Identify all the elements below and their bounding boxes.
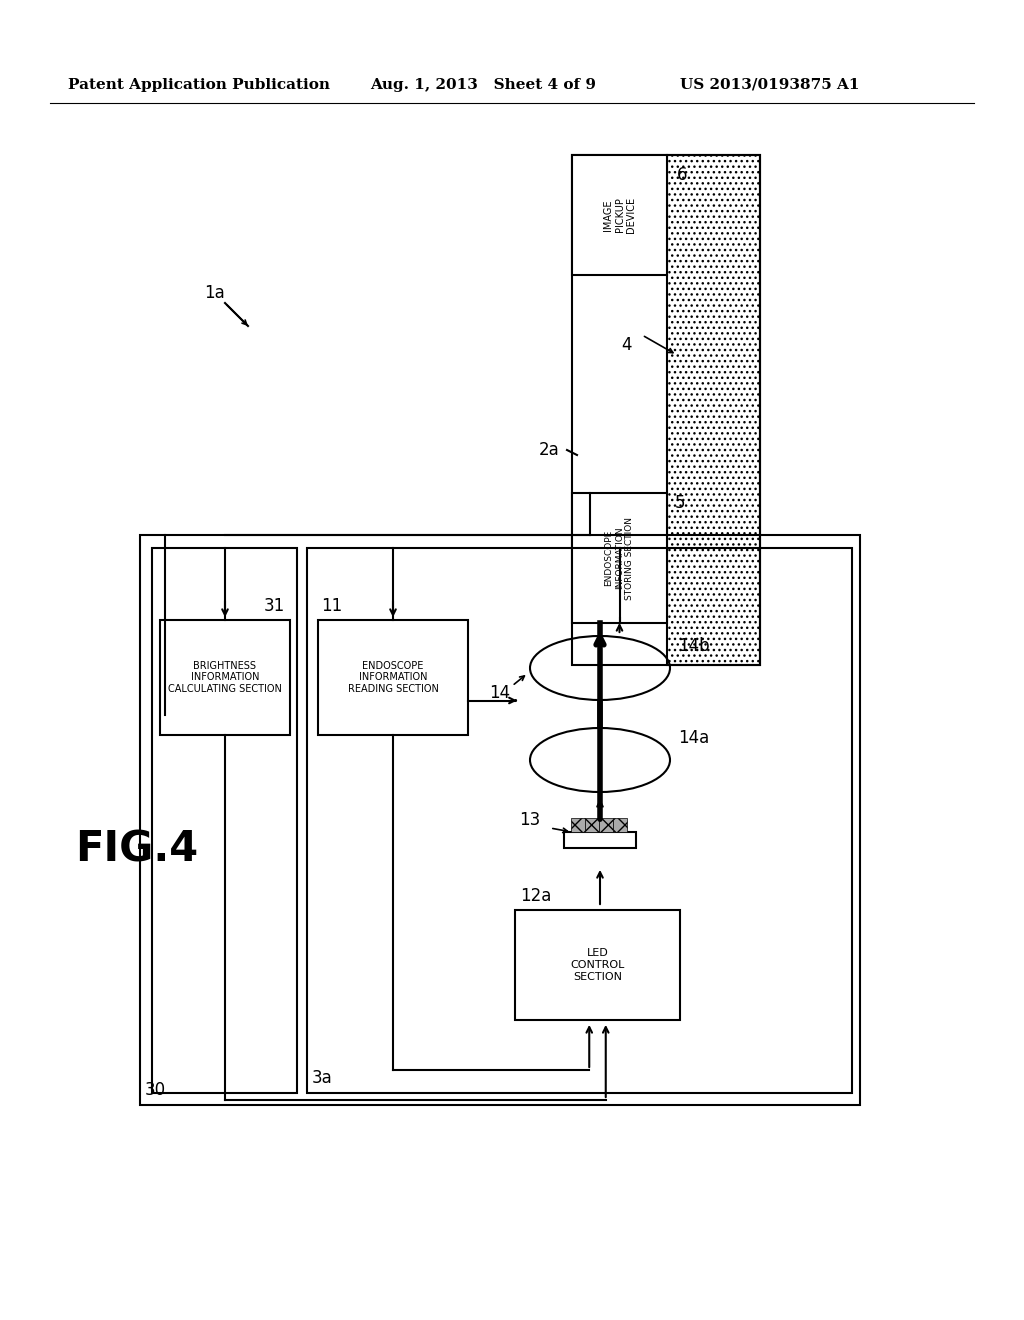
Bar <box>572 154 667 665</box>
Bar <box>307 548 852 1093</box>
Text: 12a: 12a <box>520 887 551 906</box>
Text: BRIGHTNESS
INFORMATION
CALCULATING SECTION: BRIGHTNESS INFORMATION CALCULATING SECTI… <box>168 661 282 694</box>
Text: IMAGE
PICKUP
DEVICE: IMAGE PICKUP DEVICE <box>603 197 636 234</box>
Text: 14b: 14b <box>678 638 710 655</box>
Text: 30: 30 <box>145 1081 166 1100</box>
Bar <box>572 154 667 275</box>
Bar <box>564 832 636 847</box>
Text: LED
CONTROL
SECTION: LED CONTROL SECTION <box>570 948 625 982</box>
Text: 3a: 3a <box>312 1069 333 1086</box>
Text: 1a: 1a <box>205 284 225 302</box>
Text: 4: 4 <box>622 337 632 354</box>
Text: 31: 31 <box>264 597 285 615</box>
Bar <box>572 154 760 665</box>
Text: Patent Application Publication: Patent Application Publication <box>68 78 330 92</box>
Bar <box>318 620 468 735</box>
Text: 13: 13 <box>519 810 540 829</box>
Bar <box>585 818 599 832</box>
Text: US 2013/0193875 A1: US 2013/0193875 A1 <box>680 78 859 92</box>
Text: 11: 11 <box>321 597 342 615</box>
Text: ENDOSCOPE
INFORMATION
STORING SECTION: ENDOSCOPE INFORMATION STORING SECTION <box>604 516 635 599</box>
Text: ENDOSCOPE
INFORMATION
READING SECTION: ENDOSCOPE INFORMATION READING SECTION <box>347 661 438 694</box>
Bar <box>599 818 613 832</box>
Bar <box>152 548 297 1093</box>
Text: 5: 5 <box>675 494 685 512</box>
Bar <box>613 818 627 832</box>
Bar <box>571 818 585 832</box>
Text: FIG.4: FIG.4 <box>75 829 198 871</box>
Bar <box>572 492 667 623</box>
Bar <box>667 154 760 665</box>
Bar <box>160 620 290 735</box>
Text: 14: 14 <box>489 684 511 702</box>
Text: 2a: 2a <box>540 441 560 459</box>
Bar <box>515 909 680 1020</box>
Text: 14a: 14a <box>678 729 710 747</box>
Text: Aug. 1, 2013   Sheet 4 of 9: Aug. 1, 2013 Sheet 4 of 9 <box>370 78 596 92</box>
Bar <box>140 535 860 1105</box>
Text: 6: 6 <box>677 166 687 183</box>
